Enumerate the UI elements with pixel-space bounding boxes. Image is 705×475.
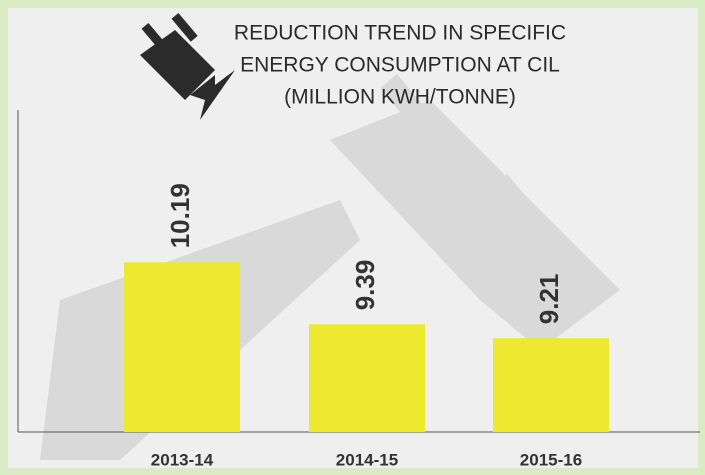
bar — [124, 262, 240, 432]
x-tick-label: 2013-14 — [151, 450, 214, 469]
data-label: 10.19 — [165, 183, 195, 248]
data-label: 9.39 — [350, 260, 380, 311]
x-tick-label: 2014-15 — [336, 450, 398, 469]
bar — [309, 324, 425, 432]
bar — [493, 338, 609, 432]
chart-title: ENERGY CONSUMPTION AT CIL — [240, 54, 560, 77]
data-label: 9.21 — [534, 274, 564, 325]
x-tick-label: 2015-16 — [520, 450, 582, 469]
plug-icon — [140, 12, 235, 120]
chart-title: REDUCTION TREND IN SPECIFIC — [234, 22, 566, 45]
chart-title: (MILLION KWH/TONNE) — [284, 86, 516, 109]
